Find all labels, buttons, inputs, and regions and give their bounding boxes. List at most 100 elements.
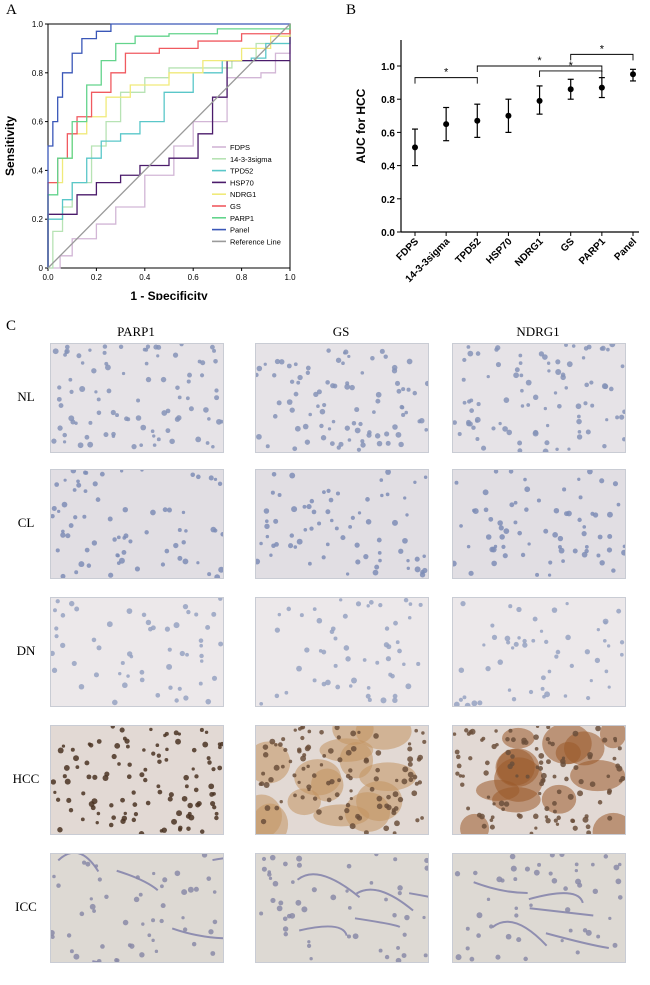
legend-entry: FDPS — [230, 143, 250, 152]
auc-point — [412, 144, 418, 151]
y-tick-label: 0.4 — [32, 166, 44, 175]
micrograph-texture — [51, 344, 223, 450]
roc-curve-hsp70 — [47, 24, 291, 268]
x-tick-label: 0.8 — [236, 273, 248, 282]
x-tick-label: Panel — [612, 236, 639, 263]
y-tick-label: 1.0 — [381, 62, 395, 73]
y-tick-label: 0.6 — [32, 118, 44, 127]
significance-bracket — [539, 70, 603, 77]
ihc-image-ndrg1-nl — [452, 343, 626, 453]
y-axis-label: AUC for HCC — [354, 88, 368, 163]
y-tick-label: 1.0 — [32, 20, 44, 29]
ihc-image-gs-nl — [255, 343, 429, 453]
auc-point — [598, 84, 605, 91]
x-tick-label: 0.4 — [139, 273, 151, 282]
auc-point — [443, 121, 450, 128]
micrograph-texture — [51, 598, 223, 706]
micrograph-texture — [256, 348, 428, 452]
x-tick-label: PARP1 — [577, 236, 608, 267]
auc-point — [536, 97, 543, 104]
x-tick-label: 0.6 — [188, 273, 200, 282]
legend-entry: 14-3-3sigma — [230, 155, 273, 164]
ihc-image-ndrg1-cl — [452, 469, 626, 579]
significance-bracket — [476, 65, 603, 72]
y-tick-label: 0.2 — [381, 195, 395, 206]
y-tick-label: 0.2 — [32, 215, 44, 224]
y-tick-label: 0.6 — [381, 128, 395, 139]
roc-curve-tpd52 — [47, 24, 291, 268]
ihc-row-header: DN — [16, 643, 36, 658]
x-tick-label: FDPS — [394, 236, 421, 263]
ihc-row-header: ICC — [15, 899, 37, 914]
ihc-image-parp1-icc — [50, 853, 224, 963]
panel-label-a: A — [6, 2, 17, 18]
significance-bracket — [570, 53, 634, 61]
ihc-image-ndrg1-hcc — [452, 725, 626, 835]
auc-point — [474, 117, 481, 124]
significance-bracket — [414, 77, 478, 84]
ihc-image-parp1-nl — [50, 343, 224, 453]
roc-chart: 0.0 0.2 0.4 0.6 0.8 1.0 0 0.2 0.4 0.6 0.8 1.0 1 - Sp… — [3, 20, 296, 300]
micrograph-texture — [256, 470, 428, 578]
x-tick-label: 0.0 — [42, 273, 54, 282]
ihc-image-ndrg1-dn — [452, 597, 626, 707]
micrograph-texture — [256, 726, 427, 834]
y-tick-label: 0.4 — [381, 162, 395, 173]
x-axis-label: 1 - Specificity — [130, 289, 208, 300]
micrograph-texture — [51, 854, 223, 962]
panel-label-b: B — [346, 2, 357, 18]
legend-entry: GS — [230, 202, 241, 211]
panel-label-c: C — [6, 318, 17, 334]
y-tick-label: 0.0 — [381, 228, 395, 239]
ihc-image-gs-hcc — [255, 725, 429, 835]
significance-star: * — [537, 55, 542, 67]
ihc-image-gs-cl — [255, 469, 429, 579]
ihc-image-gs-dn — [255, 597, 429, 707]
ihc-image-parp1-hcc — [50, 725, 224, 835]
micrograph-texture — [453, 470, 625, 577]
ihc-image-parp1-cl — [50, 469, 224, 579]
ihc-column-header: GS — [332, 324, 350, 339]
legend-entry: Reference Line — [230, 237, 281, 246]
micrograph-texture — [259, 854, 428, 962]
roc-curve-reference-line — [47, 23, 291, 269]
significance-star: * — [444, 67, 449, 79]
roc-curve-panel — [47, 23, 290, 268]
significance-star: * — [569, 60, 574, 72]
auc-point — [567, 86, 574, 93]
micrograph-texture — [453, 601, 625, 706]
x-tick-label: HSP70 — [484, 236, 514, 266]
x-tick-label: 1.0 — [284, 273, 296, 282]
x-tick-label: 0.2 — [91, 273, 103, 282]
legend-entry: Panel — [230, 226, 250, 235]
ihc-image-parp1-dn — [50, 597, 224, 707]
ihc-row-header: NL — [17, 389, 35, 404]
micrograph-texture — [453, 344, 625, 452]
ihc-column-header: PARP1 — [117, 324, 155, 339]
ihc-image-gs-icc — [255, 853, 429, 963]
legend-entry: NDRG1 — [230, 190, 256, 199]
y-tick-label: 0.8 — [381, 95, 395, 106]
ihc-column-header: NDRG1 — [516, 324, 560, 339]
x-tick-label: GS — [559, 236, 577, 254]
y-tick-label: 0 — [39, 264, 44, 273]
legend-entry: TPD52 — [230, 167, 253, 176]
x-tick-label: NDRG1 — [513, 236, 546, 269]
y-axis-label: Sensitivity — [3, 116, 17, 176]
micrograph-texture — [259, 598, 423, 706]
x-tick-label: TPD52 — [454, 236, 484, 266]
auc-point — [630, 71, 636, 78]
micrograph-texture — [51, 726, 223, 834]
ihc-row-header: CL — [17, 515, 35, 530]
y-tick-label: 0.8 — [32, 69, 44, 78]
micrograph-texture — [453, 726, 625, 834]
auc-point — [505, 112, 512, 119]
ihc-row-header: HCC — [12, 771, 40, 786]
legend-entry: HSP70 — [230, 178, 254, 187]
significance-star: * — [600, 43, 605, 55]
roc-curve-parp1 — [47, 24, 291, 268]
micrograph-texture — [51, 470, 223, 578]
micrograph-texture — [454, 854, 623, 962]
ihc-image-ndrg1-icc — [452, 853, 626, 963]
